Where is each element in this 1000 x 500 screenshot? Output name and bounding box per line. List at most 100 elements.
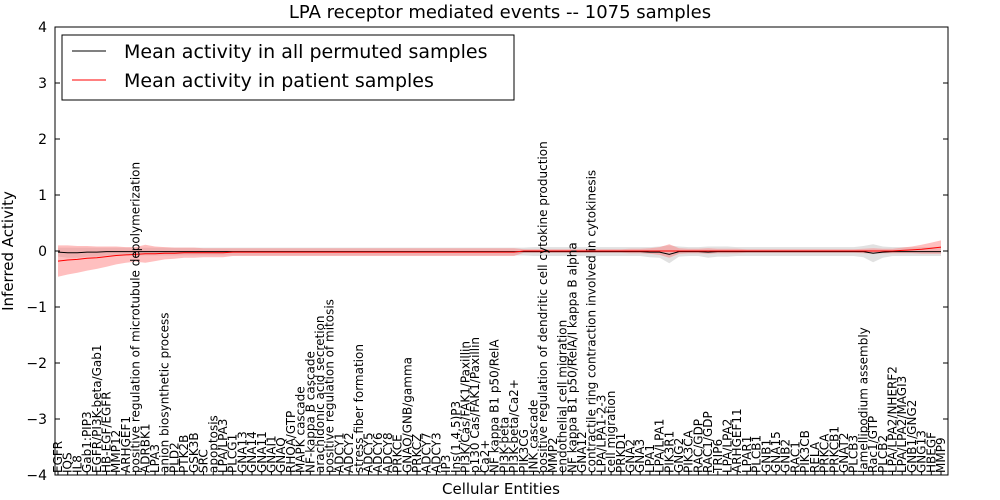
y-tick-label: 0 xyxy=(38,244,47,260)
x-category-label: PI3K/Cas/FAK1/Paxillin xyxy=(459,341,473,473)
x-category-label: PLCB1 xyxy=(750,435,764,473)
x-category-label: PIK3CB xyxy=(798,430,812,473)
x-category-label: Ins(1,4,5)P3 xyxy=(449,401,463,473)
x-category-label: GNA2 xyxy=(624,439,638,473)
x-category-label: PTK2B xyxy=(177,435,191,473)
x-category-label: GNG13 xyxy=(915,430,929,473)
x-category-label: GNA3 xyxy=(633,439,647,473)
x-category-label: HB-EGF/EGFR xyxy=(100,391,114,473)
x-category-label: Rac1/GTP xyxy=(866,416,880,473)
x-category-label: anion biosynthetic process xyxy=(158,312,172,473)
x-category-label: stress fiber formation xyxy=(352,344,366,473)
x-category-label: ADCY1 xyxy=(332,432,346,473)
x-category-label: cell migration xyxy=(604,391,618,473)
x-category-label: positive regulation of microtubule depol… xyxy=(129,162,143,473)
x-category-label: LPA/LPA2/MAGI3 xyxy=(895,376,909,473)
x-category-label: MMP2 xyxy=(546,437,560,473)
x-category-label: GNB1 xyxy=(759,439,773,473)
x-category-label: ADCY8 xyxy=(381,432,395,473)
x-category-label: RAC1 xyxy=(789,441,803,473)
x-category-label: GNA13 xyxy=(235,431,249,473)
x-category-label: positive regulation of mitosis xyxy=(323,299,337,473)
y-tick-label: 2 xyxy=(38,132,47,148)
y-tick-label: −3 xyxy=(26,412,47,428)
x-category-label: GNA15 xyxy=(769,431,783,473)
x-category-label: apoptosis xyxy=(206,415,220,473)
x-category-label: GNB1/GNG2 xyxy=(905,400,919,473)
x-category-label: LPA/LPA2/NHERF2 xyxy=(886,366,900,473)
x-category-label: GNAI1 xyxy=(265,435,279,473)
x-category-label: PRKCE xyxy=(391,434,405,473)
x-category-label: PIK3R1 xyxy=(662,431,676,473)
y-tick-label: −1 xyxy=(26,300,47,316)
x-category-label: MAPK cascade xyxy=(294,386,308,473)
x-category-label: RAC/GDP xyxy=(691,419,705,473)
x-category-label: MMP12 xyxy=(109,430,123,473)
x-category-label: PIK3CA xyxy=(682,429,696,473)
x-category-label: ADCY7 xyxy=(420,432,434,473)
x-category-label: IP3 xyxy=(439,455,453,473)
x-category-label: LPA/LPA3 xyxy=(216,419,230,473)
x-category-label: GNAQ xyxy=(274,437,288,473)
x-category-label: contractile ring contraction involved in… xyxy=(585,170,599,473)
chart-title: LPA receptor mediated events -- 1075 sam… xyxy=(289,2,711,23)
x-category-label: arachidonic acid secretion xyxy=(313,316,327,473)
x-category-label: NF kappa B1 p50/RelA xyxy=(488,339,502,473)
x-category-label: Gab1:PIP3 xyxy=(80,411,94,473)
x-category-label: p130 Cas/FAK1/Paxillin xyxy=(468,337,482,473)
x-category-label: NF-kappa B cascade xyxy=(303,351,317,473)
x-category-label: GNAT2 xyxy=(837,432,851,473)
x-category-label: PLCB2 xyxy=(876,435,890,473)
band-patient xyxy=(58,240,941,277)
x-category-label: LPA/LPA1 xyxy=(653,419,667,473)
x-category-label: RELA xyxy=(808,441,822,473)
x-category-label: ADCY5 xyxy=(362,432,376,473)
x-category-label: GNA11 xyxy=(255,431,269,473)
x-category-label: LPA1 xyxy=(643,444,657,473)
y-axis-label: Inferred Activity xyxy=(0,191,17,311)
x-category-label: RHOA/GTP xyxy=(284,411,298,473)
x-category-label: endothelial cell migration xyxy=(556,320,570,473)
x-category-label: LPA/LPA2 xyxy=(721,419,735,473)
x-category-label: JNK cascade xyxy=(527,400,541,474)
x-category-label: Ca2+ xyxy=(478,440,492,473)
x-category-label: SRC xyxy=(197,449,211,473)
y-tick-label: 4 xyxy=(38,20,47,36)
x-category-label: ARHGEF1 xyxy=(119,416,133,473)
x-category-label: PI3K-beta xyxy=(497,417,511,473)
series-lines xyxy=(57,246,942,262)
y-tick-label: 3 xyxy=(38,76,47,92)
y-tick-label: 1 xyxy=(38,188,47,204)
x-category-label: LPA/LPA1-2-3 xyxy=(594,395,608,473)
x-category-label: ARHGEF11 xyxy=(730,408,744,473)
x-category-label: LPAR1 xyxy=(740,436,754,473)
x-category-label: PLD2 xyxy=(167,442,181,473)
x-axis-label: Cellular Entities xyxy=(442,480,560,498)
x-category-label: PLCG1 xyxy=(226,434,240,473)
x-category-label: PRKCA xyxy=(818,433,832,473)
legend-entry-patient: Mean activity in patient samples xyxy=(124,70,434,92)
x-category-label: ADRBK1 xyxy=(138,423,152,473)
x-category-label: TRIP6 xyxy=(711,439,725,474)
y-tick-label: −4 xyxy=(26,468,47,484)
legend-entry-permuted: Mean activity in all permuted samples xyxy=(124,41,487,63)
x-category-label: GSK3B xyxy=(187,432,201,473)
x-category-label: ADCY6 xyxy=(371,432,385,473)
y-tick-label: −2 xyxy=(26,356,47,372)
x-category-label: LPA3 xyxy=(148,444,162,473)
x-category-label: lamellipodium assembly xyxy=(856,327,870,473)
x-category-label: NF kappa B1 p50/RelA/I kappa B alpha xyxy=(565,242,579,473)
x-category-label: PRKCB1 xyxy=(827,426,841,473)
x-category-label: RAC1/GDP xyxy=(701,411,715,473)
x-category-label: positive regulation of dendritic cell cy… xyxy=(536,141,550,473)
x-category-label: PRKD1 xyxy=(614,433,628,473)
x-category-label: EGFR/PI3K-beta/Gab1 xyxy=(90,344,104,473)
x-category-label: MMP9 xyxy=(934,437,948,473)
x-category-label: GNA12 xyxy=(575,431,589,473)
x-category-label: GNAO/GNB/gamma xyxy=(400,357,414,473)
x-category-label: HBEGF xyxy=(924,432,938,473)
x-category-label: GNB2 xyxy=(779,439,793,473)
line-patient xyxy=(57,246,942,262)
x-category-label: ADCY2 xyxy=(342,432,356,473)
